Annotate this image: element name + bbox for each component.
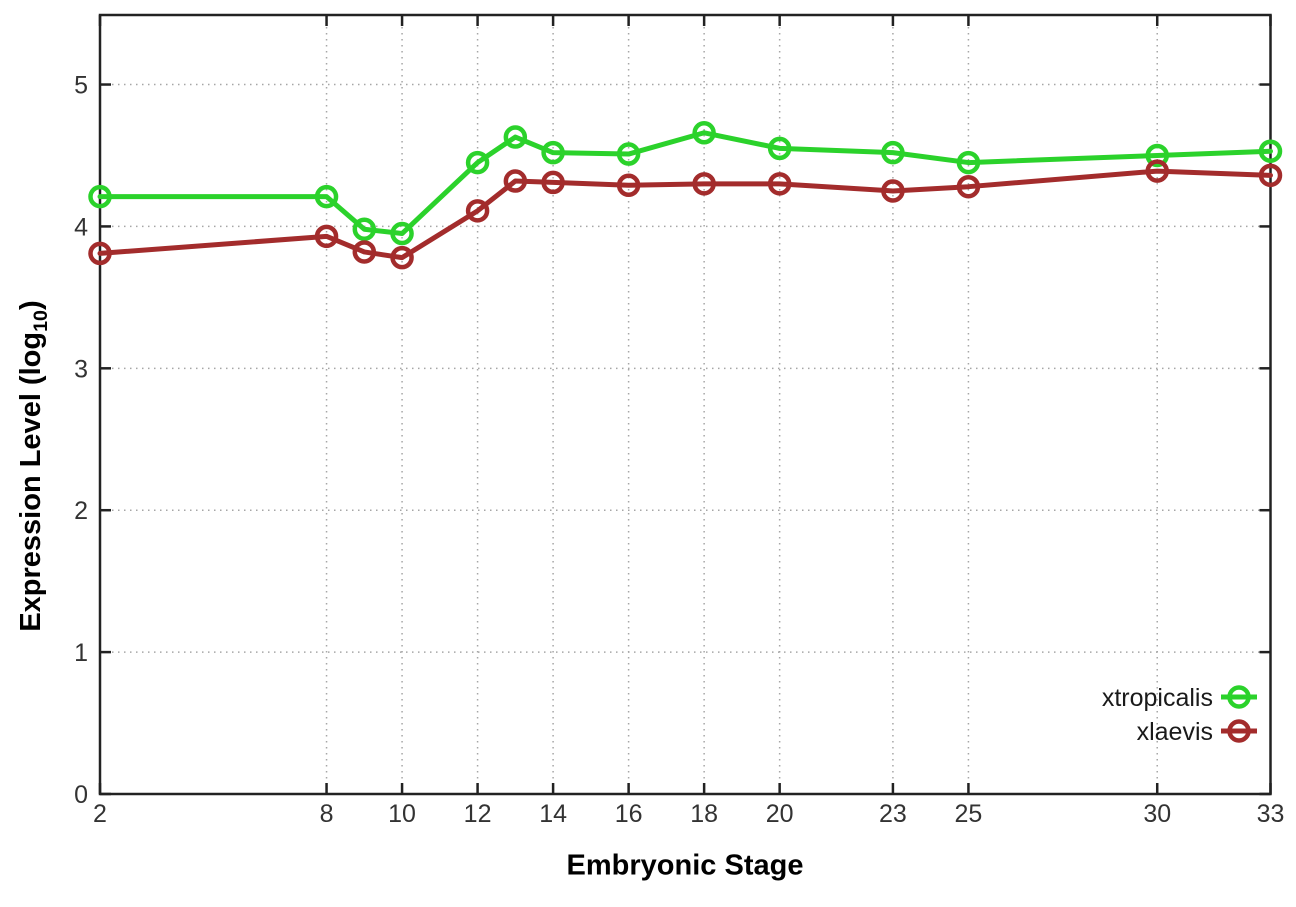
- legend: xtropicalis xlaevis: [1102, 684, 1257, 746]
- x-tick-label-18: 18: [690, 800, 718, 828]
- x-axis-title: Embryonic Stage: [566, 849, 804, 882]
- y-tick-label-5: 5: [74, 72, 88, 100]
- data-point-xlaevis-9: [352, 240, 377, 264]
- x-tick-label-25: 25: [955, 800, 983, 828]
- data-point-xtropicalis-13: [503, 125, 528, 149]
- legend-label-xtropicalis: xtropicalis: [1102, 684, 1213, 712]
- x-tick-label-8: 8: [320, 800, 334, 828]
- data-point-xlaevis-20: [767, 172, 792, 196]
- x-tick-label-14: 14: [539, 800, 567, 828]
- y-axis-title: Expression Level (log10): [15, 300, 53, 631]
- y-axis-title-text: Expression Level (log: [15, 331, 48, 632]
- data-point-xlaevis-16: [616, 173, 641, 198]
- data-point-xlaevis-33: [1258, 163, 1283, 188]
- data-point-xtropicalis-20: [767, 136, 792, 161]
- data-point-xlaevis-14: [541, 170, 565, 195]
- data-point-xtropicalis-10: [390, 221, 414, 246]
- data-point-xlaevis-2: [88, 241, 112, 266]
- y-tick-label-0: 0: [74, 781, 88, 809]
- data-point-xlaevis-10: [390, 245, 414, 270]
- x-tick-label-20: 20: [766, 800, 794, 828]
- legend-marker-xlaevis: [1227, 719, 1251, 743]
- data-point-xtropicalis-9: [352, 217, 377, 242]
- data-point-xtropicalis-18: [692, 121, 716, 145]
- data-point-xtropicalis-8: [314, 184, 339, 209]
- y-axis-title-subscript: 10: [29, 309, 52, 332]
- data-point-xtropicalis-14: [541, 140, 565, 165]
- x-tick-label-23: 23: [879, 800, 907, 828]
- data-point-xlaevis-30: [1145, 159, 1169, 183]
- x-tick-label-33: 33: [1257, 800, 1285, 828]
- series-points-xlaevis: [88, 159, 1283, 270]
- data-point-xtropicalis-16: [616, 142, 641, 166]
- data-point-xtropicalis-33: [1258, 139, 1283, 163]
- data-point-xtropicalis-25: [956, 150, 981, 175]
- y-tick-label-3: 3: [74, 355, 88, 383]
- data-point-xlaevis-23: [881, 179, 905, 203]
- data-point-xlaevis-12: [465, 199, 490, 223]
- data-point-xlaevis-8: [314, 224, 339, 249]
- data-point-xtropicalis-12: [465, 150, 490, 175]
- series-line-xtropicalis: [97, 130, 1273, 237]
- x-tick-label-10: 10: [388, 800, 416, 828]
- data-point-xlaevis-25: [956, 174, 981, 199]
- data-point-xlaevis-18: [692, 172, 716, 196]
- data-point-xtropicalis-23: [881, 140, 905, 165]
- data-point-xtropicalis-30: [1145, 143, 1169, 168]
- y-axis-title-close-paren: ): [15, 300, 48, 310]
- data-point-xtropicalis-2: [88, 184, 112, 209]
- y-tick-label-1: 1: [74, 639, 88, 667]
- y-tick-label-2: 2: [74, 497, 88, 525]
- plot-border: [98, 13, 1272, 796]
- tick-marks: [98, 15, 1272, 796]
- grid: [99, 15, 1272, 794]
- legend-label-xlaevis: xlaevis: [1137, 718, 1213, 746]
- legend-marker-xtropicalis: [1227, 685, 1251, 709]
- x-tick-label-2: 2: [93, 800, 107, 828]
- y-tick-label-4: 4: [74, 213, 88, 241]
- x-tick-label-30: 30: [1143, 800, 1171, 828]
- x-tick-label-12: 12: [464, 800, 492, 828]
- series-points-xtropicalis: [88, 121, 1283, 246]
- x-tick-label-16: 16: [615, 800, 643, 828]
- data-point-xlaevis-13: [503, 169, 528, 193]
- series-line-xlaevis: [97, 168, 1273, 261]
